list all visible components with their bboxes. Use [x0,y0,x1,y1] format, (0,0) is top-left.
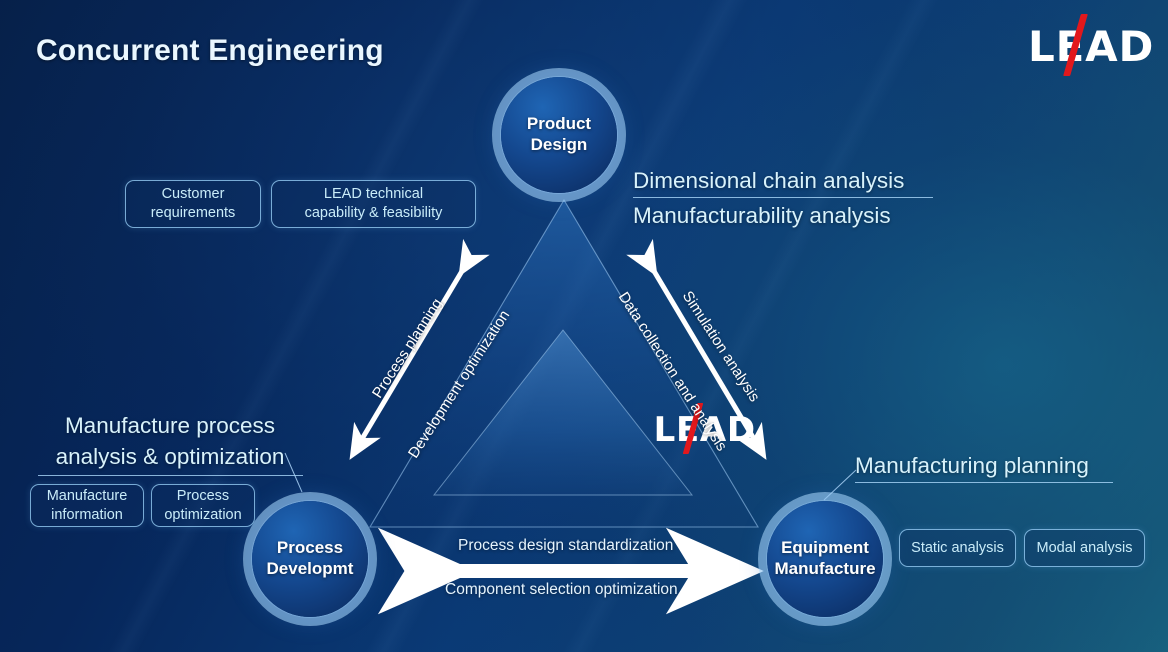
node-process-development[interactable]: Process Developmt [252,501,368,617]
tag-customer-requirements-line2: requirements [150,205,236,221]
group-manufacturing-planning: Manufacturing planning [855,450,1113,484]
arrow-label-component-selection-optimization: Component selection optimization [445,581,678,598]
design-analysis-rule [633,197,933,199]
tag-lead-technical-line2: capability & feasibility [304,205,443,221]
tag-process-optimization-line1: Process [176,487,230,504]
tag-static-analysis[interactable]: Static analysis [899,529,1016,567]
arrow-left-diagonal [349,238,490,460]
node-process-development-line2: Developmt [266,559,354,578]
tag-lead-technical-capability-label: LEAD technical capability & feasibility [305,185,443,222]
tag-manufacture-information-line2: information [51,506,123,523]
manufacture-process-rule [38,475,303,477]
node-product-design-line1: Product [526,114,592,134]
node-equipment-manufacture[interactable]: Equipment Manufacture [767,501,883,617]
connector-process-development [284,452,303,493]
node-product-design-label: Product Design [527,114,591,155]
tag-process-optimization-label: Process optimization [164,487,241,524]
tag-lead-technical-line1: LEAD technical [323,186,424,203]
tag-manufacture-information-line1: Manufacture [46,487,128,504]
design-analysis-top: Dimensional chain analysis [633,168,905,193]
manufacture-process-line1: Manufacture process [64,413,276,438]
tag-customer-requirements[interactable]: Customer requirements [125,180,261,228]
tag-customer-requirements-label: Customer requirements [151,185,236,222]
lead-logo-corner-text: LEAD [1028,22,1155,71]
manufacture-process-line2: analysis & optimization [55,444,285,470]
tag-customer-requirements-line1: Customer [161,186,225,203]
node-product-design-line2: Design [530,135,588,154]
manufacturing-planning-title: Manufacturing planning [855,453,1089,478]
tag-modal-analysis[interactable]: Modal analysis [1024,529,1145,567]
group-manufacture-process: Manufacture process analysis & optimizat… [20,410,320,477]
connector-equipment-manufacture [823,469,857,501]
tag-lead-technical-capability[interactable]: LEAD technical capability & feasibility [271,180,476,228]
tag-process-optimization[interactable]: Process optimization [151,484,255,527]
node-process-development-line1: Process [276,538,344,558]
node-equipment-manufacture-label: Equipment Manufacture [774,538,875,579]
arrow-label-process-design-standardization: Process design standardization [458,537,674,554]
manufacturing-planning-rule [855,482,1113,484]
arrow-right-diagonal [626,238,767,460]
tag-process-optimization-line2: optimization [164,506,242,523]
tag-manufacture-information[interactable]: Manufacture information [30,484,144,527]
node-process-development-label: Process Developmt [267,538,354,579]
tag-manufacture-information-label: Manufacture information [47,487,128,524]
node-equipment-manufacture-line2: Manufacture [774,559,876,578]
lead-logo-corner: LEAD [1028,14,1155,76]
group-design-analysis: Dimensional chain analysis Manufacturabi… [633,165,933,231]
node-equipment-manufacture-line1: Equipment [781,538,869,558]
design-analysis-bottom: Manufacturability analysis [633,203,891,229]
page-title: Concurrent Engineering [36,34,384,67]
node-product-design[interactable]: Product Design [501,77,617,193]
